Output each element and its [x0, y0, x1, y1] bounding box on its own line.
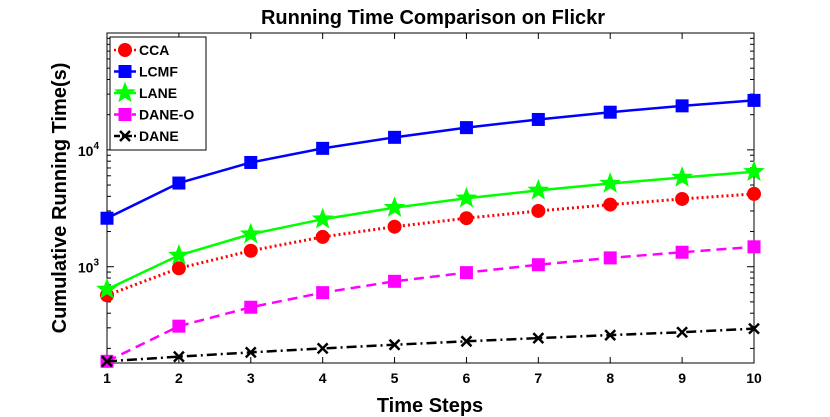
data-point-dane-o: [531, 258, 545, 272]
legend-item-dane-o: DANE-O: [114, 107, 194, 123]
data-point-dane: [173, 350, 185, 363]
x-axis-label: Time Steps: [377, 395, 483, 417]
data-point-dane: [748, 322, 760, 335]
data-point-dane-o: [675, 245, 689, 259]
series-line-dane: [106, 327, 755, 363]
data-point-dane: [532, 332, 545, 344]
data-point-lcmf: [531, 112, 545, 126]
data-point-lcmf: [675, 99, 689, 113]
data-point-dane-o: [603, 251, 617, 265]
legend-marker-dane: [119, 130, 131, 142]
legend-item-lane: LANE: [114, 81, 177, 103]
x-tick-label: 9: [678, 370, 686, 386]
data-point-dane: [101, 355, 113, 368]
data-point-lane: [743, 160, 765, 181]
data-point-dane: [676, 326, 688, 339]
legend-item-lcmf: LCMF: [114, 64, 178, 80]
series-cca: [100, 186, 761, 303]
data-point-lane: [311, 207, 334, 229]
data-point-lane: [96, 277, 118, 299]
axis-ticks: 1 2 3 4 5 6 7 8 9 10 103 104: [78, 33, 762, 386]
y-tick-label: 104: [78, 141, 100, 159]
legend-marker-lane: [114, 81, 136, 103]
legend-marker-lcmf: [118, 65, 132, 78]
legend-marker-dane-o: [118, 108, 132, 121]
data-point-lane: [455, 186, 478, 208]
data-point-dane-o: [316, 286, 330, 300]
data-point-lane: [168, 243, 190, 265]
data-point-cca: [531, 203, 546, 218]
data-point-dane-o: [388, 274, 402, 288]
data-point-lcmf: [244, 155, 258, 169]
legend-label-dane-o: DANE-O: [139, 107, 194, 123]
data-point-lcmf: [388, 130, 402, 144]
series-lane: [96, 160, 765, 299]
series-dane: [101, 322, 760, 368]
x-tick-label: 1: [103, 370, 111, 386]
series-line-lane: [106, 170, 755, 291]
data-point-cca: [603, 197, 618, 212]
series-line-dane-o: [106, 245, 755, 363]
data-point-lane: [599, 172, 622, 193]
series-layer: [96, 93, 765, 368]
y-axis-label: Cumulative Running Time(s): [49, 63, 71, 334]
data-point-cca: [675, 191, 690, 206]
plot-area: [106, 32, 755, 364]
y-tick-label: 103: [78, 258, 100, 276]
x-tick-label: 8: [606, 370, 614, 386]
data-point-dane-o: [459, 266, 473, 280]
x-tick-label: 10: [746, 370, 762, 386]
data-point-lane: [671, 166, 693, 187]
data-point-lcmf: [603, 105, 617, 119]
data-point-cca: [315, 229, 330, 244]
data-point-cca: [459, 211, 474, 226]
x-tick-label: 7: [534, 370, 542, 386]
legend-label-lane: LANE: [139, 85, 177, 101]
data-point-lane: [383, 196, 406, 217]
data-point-lcmf: [747, 93, 761, 107]
legend-item-dane: DANE: [114, 128, 179, 144]
legend-label-cca: CCA: [139, 42, 169, 58]
x-tick-label: 3: [247, 370, 255, 386]
data-point-cca: [387, 219, 402, 234]
data-point-dane: [316, 342, 329, 355]
x-tick-label: 2: [175, 370, 183, 386]
data-point-dane-o: [172, 319, 186, 333]
data-point-lcmf: [459, 121, 473, 135]
data-point-dane: [244, 346, 257, 359]
data-point-lcmf: [100, 211, 114, 225]
x-tick-label: 4: [319, 370, 327, 386]
x-tick-label: 5: [391, 370, 399, 386]
data-point-dane: [604, 329, 617, 341]
data-point-dane: [388, 338, 401, 351]
data-point-lane: [239, 222, 262, 244]
data-point-cca: [747, 186, 761, 201]
series-line-lcmf: [106, 99, 755, 220]
data-point-dane-o: [747, 240, 761, 254]
series-lcmf: [100, 93, 761, 225]
data-point-cca: [243, 243, 258, 258]
legend: CCA LCMF LANE DANE-O DANE: [109, 36, 207, 151]
data-point-lane: [527, 178, 550, 200]
x-tick-label: 6: [463, 370, 471, 386]
data-point-lcmf: [316, 141, 330, 155]
data-point-lcmf: [172, 176, 186, 190]
data-point-cca: [171, 261, 186, 276]
legend-marker-cca: [118, 43, 132, 57]
chart-title: Running Time Comparison on Flickr: [261, 7, 605, 29]
legend-label-lcmf: LCMF: [139, 64, 178, 80]
legend-label-dane: DANE: [139, 128, 179, 144]
data-point-dane-o: [244, 300, 258, 314]
data-point-dane: [460, 335, 473, 348]
legend-item-cca: CCA: [114, 42, 169, 58]
